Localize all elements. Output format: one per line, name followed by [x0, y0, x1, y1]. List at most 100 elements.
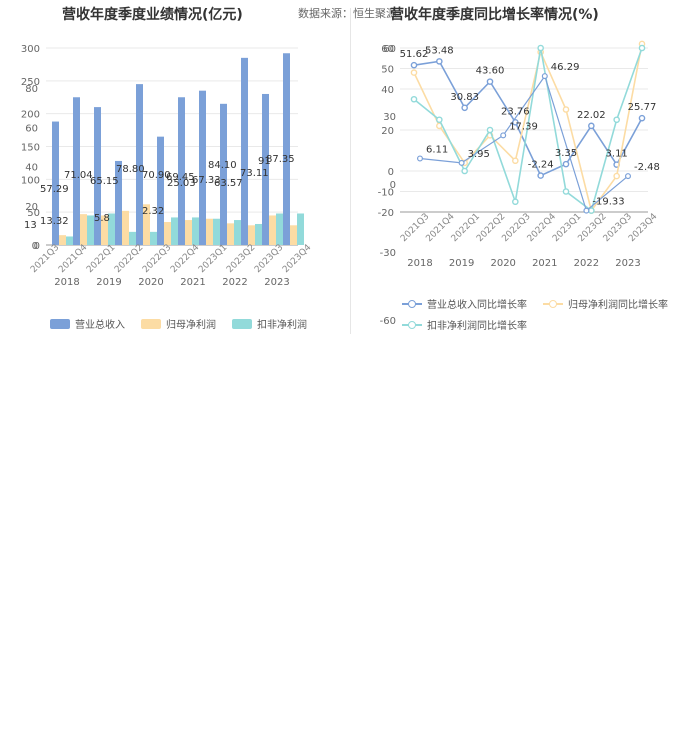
bar-value-label: 84.10 [208, 160, 237, 171]
y-tick-label: 200 [21, 110, 40, 121]
legend-net-profit-swatch [141, 318, 161, 329]
point-value-label: 30.83 [450, 92, 479, 103]
x-year-label: 2023 [615, 258, 640, 269]
y-tick-label-overlay: 40 [25, 163, 38, 174]
legend-deducted-growth[interactable]: 扣非净利润同比增长率 [402, 317, 527, 332]
deducted-profit-bar [66, 236, 73, 245]
legend-deducted-profit-label: 扣非净利润 [257, 320, 307, 331]
point-value-label-secondary: 17.39 [509, 121, 538, 132]
net-profit-bar [122, 210, 129, 245]
x-year-label: 2020 [490, 258, 515, 269]
y-tick-label-overlay: 0 [390, 180, 396, 191]
data-source: 数据来源：恒生聚源 [298, 7, 397, 20]
net-profit-bar [164, 222, 171, 245]
y-tick-label-overlay: 20 [25, 202, 38, 213]
point-value-label: 3.11 [606, 149, 628, 160]
point-value-label: 3.35 [555, 148, 577, 159]
bar-value-label: 5.8 [94, 213, 110, 224]
x-year-label: 2019 [449, 258, 474, 269]
y-tick-label-overlay: 60 [25, 123, 38, 134]
series-point [562, 188, 570, 195]
series-point [537, 172, 544, 179]
legend-net-growth-label: 归母净利润同比增长率 [568, 300, 668, 311]
deducted-profit-bar [171, 217, 178, 245]
series-point [588, 122, 595, 130]
series-point [537, 44, 544, 52]
point-value-label: 23.76 [501, 106, 530, 117]
secondary-point [541, 73, 548, 80]
x-quarter-label: 2023Q4 [627, 212, 660, 245]
series-point [638, 44, 646, 52]
revenue-bar [94, 107, 101, 245]
point-value-label-secondary: 46.29 [551, 62, 580, 73]
x-year-label: 2022 [222, 277, 247, 288]
x-quarter-label: 2023Q3 [253, 243, 285, 275]
bar-value-label: 63.57 [214, 178, 243, 189]
bar-value-label: 2.32 [142, 206, 164, 217]
x-year-label: 2021 [532, 258, 557, 269]
y-tick-label: -20 [378, 208, 394, 219]
net-profit-bar [59, 235, 66, 245]
series-point [461, 104, 468, 112]
deducted-profit-bar [108, 213, 115, 245]
y-tick-label: 100 [21, 175, 40, 186]
y-tick-label: 0 [34, 241, 40, 252]
deducted-profit-bar [192, 217, 199, 245]
legend-deducted-profit-swatch [232, 318, 252, 329]
legend-net-growth[interactable]: 归母净利润同比增长率 [543, 296, 668, 311]
y-tick-label-overlay: -30 [380, 248, 396, 259]
legend-revenue-swatch [50, 318, 70, 329]
revenue-bar [241, 57, 248, 245]
y-tick-label: 300 [21, 44, 40, 55]
series-point [410, 95, 418, 103]
series-point [410, 61, 418, 69]
x-year-label: 2023 [264, 277, 289, 288]
y-tick-label: 50 [27, 208, 40, 219]
series-point [512, 198, 519, 206]
x-year-label: 2018 [407, 258, 432, 269]
revenue-bar [262, 93, 269, 245]
legend-revenue[interactable]: 营业总收入 [50, 316, 125, 331]
point-value-label-secondary: -19.33 [592, 197, 624, 208]
series-point [436, 116, 443, 124]
deducted-profit-bar [213, 218, 220, 245]
y-tick-label: 40 [381, 85, 394, 96]
y-tick-label: 60 [381, 44, 394, 55]
secondary-point [583, 207, 590, 214]
bar-value-label: 78.80 [116, 164, 145, 175]
y-tick-label: 150 [21, 143, 40, 154]
revenue-bar [178, 97, 185, 245]
series-line [413, 47, 643, 212]
series-point [486, 78, 494, 85]
secondary-line [419, 74, 629, 212]
net-profit-bar [101, 215, 108, 245]
legend-deducted-growth-swatch [402, 320, 422, 330]
deducted-profit-bar [150, 231, 157, 245]
y-tick-label: 50 [381, 65, 394, 76]
series-point [562, 160, 570, 168]
left-legend: 营业总收入 归母净利润 扣非净利润 [50, 316, 307, 331]
y-tick-label: 20 [381, 126, 394, 137]
x-quarter-label: 2023Q2 [225, 243, 257, 275]
right-chart-title: 营收年度季度同比增长率情况(%) [390, 7, 599, 23]
series-point [613, 172, 620, 180]
revenue-bar [283, 53, 290, 246]
deducted-profit-bar [297, 213, 304, 245]
legend-revenue-growth[interactable]: 营业总收入同比增长率 [402, 296, 527, 311]
series-point [613, 116, 620, 124]
deducted-profit-bar [276, 213, 283, 245]
secondary-point [625, 173, 632, 180]
x-quarter-label: 2023Q4 [281, 243, 314, 276]
point-value-label: 51.62 [400, 49, 429, 60]
point-value-label: 22.02 [577, 110, 606, 121]
bar-value-label: 13.32 [40, 216, 69, 227]
x-year-label: 2018 [54, 277, 79, 288]
legend-net-profit[interactable]: 归母净利润 [141, 316, 216, 331]
revenue-bar [157, 136, 164, 245]
secondary-point [500, 132, 507, 139]
legend-revenue-label: 营业总收入 [75, 320, 125, 331]
bar-value-label: 87.35 [266, 154, 295, 165]
bar-value-label: 13 [24, 220, 37, 231]
legend-deducted-profit[interactable]: 扣非净利润 [232, 316, 307, 331]
